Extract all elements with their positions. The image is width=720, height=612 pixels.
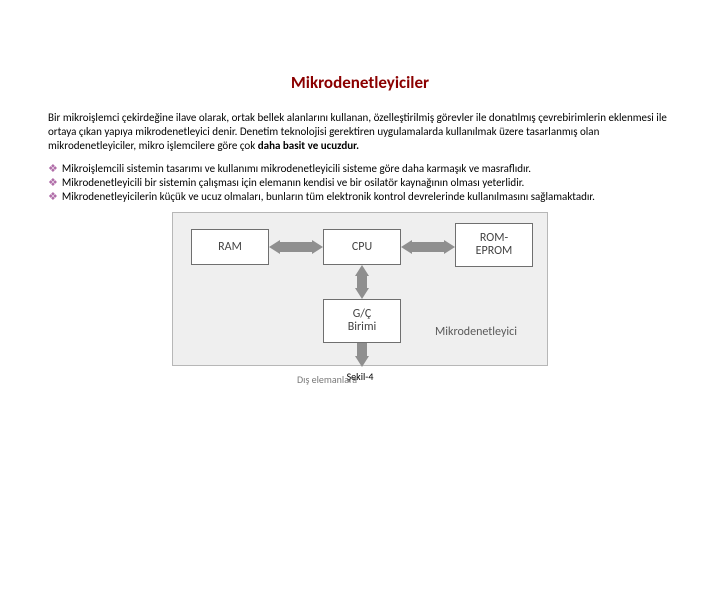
external-label: Dış elemanlara	[297, 373, 357, 386]
diagram-container: RAM CPU ROM- EPROM G/Ç Birimi Mikrodenet…	[48, 212, 672, 383]
bullet-list: ❖ Mikroişlemcili sistemin tasarımı ve ku…	[48, 162, 672, 204]
bullet-text: Mikroişlemcili sistemin tasarımı ve kull…	[62, 162, 531, 176]
cpu-label: CPU	[352, 241, 372, 254]
microcontroller-label: Mikrodenetleyici	[435, 325, 517, 339]
list-item: ❖ Mikrodenetleyicilerin küçük ve ucuz ol…	[48, 190, 672, 204]
bullet-text: Mikrodenetleyicili bir sistemin çalışmas…	[62, 176, 524, 190]
list-item: ❖ Mikrodenetleyicili bir sistemin çalışm…	[48, 176, 672, 190]
bullet-icon: ❖	[48, 190, 58, 204]
gc-box: G/Ç Birimi	[323, 299, 401, 343]
ram-label: RAM	[218, 241, 242, 254]
ram-box: RAM	[191, 229, 269, 265]
page-title: Mikrodenetleyiciler	[0, 72, 720, 93]
intro-paragraph: Bir mikroişlemci çekirdeğine ilave olara…	[48, 111, 672, 152]
bullet-icon: ❖	[48, 176, 58, 190]
rom-box: ROM- EPROM	[455, 223, 533, 267]
microcontroller-diagram: RAM CPU ROM- EPROM G/Ç Birimi Mikrodenet…	[172, 212, 548, 366]
list-item: ❖ Mikroişlemcili sistemin tasarımı ve ku…	[48, 162, 672, 176]
cpu-box: CPU	[323, 229, 401, 265]
bullet-text: Mikrodenetleyicilerin küçük ve ucuz olma…	[62, 190, 595, 204]
gc-label: G/Ç Birimi	[348, 308, 377, 334]
rom-label: ROM- EPROM	[476, 232, 513, 258]
bullet-icon: ❖	[48, 162, 58, 176]
intro-bold: daha basit ve ucuzdur.	[258, 139, 359, 152]
